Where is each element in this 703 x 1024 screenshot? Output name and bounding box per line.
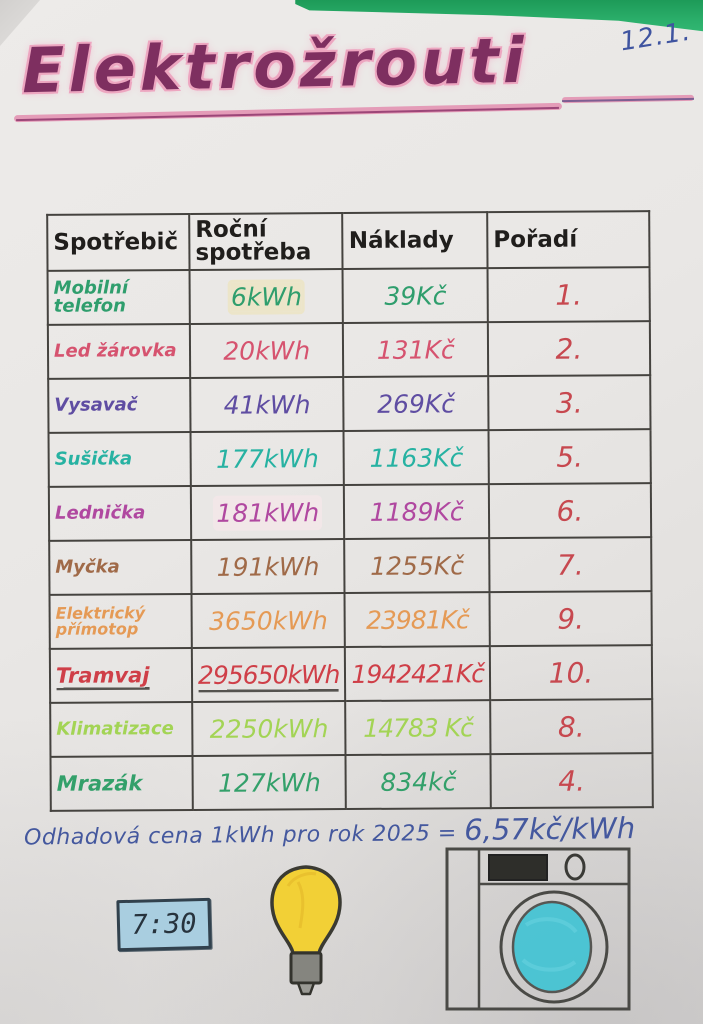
rank-value: 9. bbox=[489, 591, 652, 647]
annual-consumption: 6kWh bbox=[230, 281, 302, 312]
page-title: Elektrožrouti bbox=[21, 23, 529, 108]
annual-consumption: 20kWh bbox=[189, 323, 344, 378]
annual-consumption: 2250kWh bbox=[192, 701, 346, 756]
header-annual-consumption: Roční spotřeba bbox=[189, 213, 344, 270]
detergent-drawer bbox=[488, 854, 548, 881]
annual-consumption: 41kWh bbox=[190, 377, 344, 432]
appliance-name: Mobilní telefon bbox=[47, 269, 190, 325]
appliance-table: Spotřebič Roční spotřeba Náklady Pořadí … bbox=[46, 210, 654, 812]
washer-window bbox=[511, 900, 593, 994]
header-appliance: Spotřebič bbox=[47, 213, 190, 271]
rank-value: 10. bbox=[489, 645, 653, 701]
rank-value: 8. bbox=[490, 699, 653, 755]
table-row: Klimatizace 2250kWh 14783 Kč 8. bbox=[50, 699, 653, 757]
appliance-name: Vysavač bbox=[48, 377, 191, 433]
rank-value: 6. bbox=[488, 483, 652, 539]
rank-value: 3. bbox=[488, 375, 651, 431]
appliance-name: Led žárovka bbox=[47, 323, 191, 379]
table-header-row: Spotřebič Roční spotřeba Náklady Pořadí bbox=[47, 211, 650, 271]
annual-consumption: 3650kWh bbox=[191, 593, 346, 648]
cost-value: 1255Kč bbox=[344, 538, 490, 594]
appliance-name: Klimatizace bbox=[50, 701, 193, 757]
header-rank: Pořadí bbox=[487, 211, 650, 269]
table-row: Vysavač 41kWh 269Kč 3. bbox=[48, 375, 651, 433]
table-row: Led žárovka 20kWh 131Kč 2. bbox=[47, 321, 651, 379]
appliance-name: Myčka bbox=[49, 539, 192, 595]
annual-consumption: 191kWh bbox=[191, 539, 345, 594]
cost-value: 14783 Kč bbox=[345, 700, 491, 756]
rank-value: 7. bbox=[489, 537, 652, 593]
cost-value: 131Kč bbox=[343, 322, 489, 378]
clock-time: 7:30 bbox=[131, 908, 197, 941]
light-bulb-icon bbox=[258, 856, 354, 996]
date-note: 12.1. bbox=[617, 16, 693, 58]
cost-value: 1189Kč bbox=[344, 484, 490, 540]
washer-knob bbox=[564, 853, 586, 881]
table-row: Mrazák 127kWh 834kč 4. bbox=[50, 753, 653, 811]
annual-consumption: 181kWh bbox=[216, 497, 320, 528]
appliance-name: Sušička bbox=[48, 431, 191, 487]
title-underline-right bbox=[561, 94, 695, 104]
cost-value: 39Kč bbox=[343, 268, 488, 324]
header-costs: Náklady bbox=[342, 212, 488, 270]
rank-value: 4. bbox=[490, 753, 653, 809]
appliance-name: Lednička bbox=[48, 485, 192, 541]
cost-value: 269Kč bbox=[343, 376, 489, 432]
table-row: Myčka 191kWh 1255Kč 7. bbox=[49, 537, 652, 595]
table-row: Sušička 177kWh 1163Kč 5. bbox=[48, 429, 651, 487]
appliance-name: Elektrický přímotop bbox=[49, 593, 192, 649]
cost-value: 1942421Kč bbox=[345, 646, 491, 702]
digital-clock: 7:30 bbox=[116, 897, 212, 952]
table-row: Elektrický přímotop 3650kWh 23981Kč 9. bbox=[49, 591, 652, 649]
cost-value: 834kč bbox=[345, 754, 491, 810]
footer-note-text: Odhadová cena 1kWh pro rok 2025 = bbox=[23, 820, 457, 851]
annual-consumption: 127kWh bbox=[192, 755, 347, 810]
table-row: Tramvaj 295650kWh 1942421Kč 10. bbox=[49, 645, 653, 703]
rank-value: 2. bbox=[487, 321, 651, 377]
rank-value: 5. bbox=[488, 429, 651, 485]
rank-value: 1. bbox=[487, 267, 650, 323]
table-row: Mobilní telefon 6kWh 39Kč 1. bbox=[47, 267, 650, 325]
cost-value: 23981Kč bbox=[344, 592, 490, 648]
appliance-name: Mrazák bbox=[50, 755, 193, 811]
cost-value: 1163Kč bbox=[343, 430, 489, 486]
annual-consumption: 177kWh bbox=[190, 431, 345, 486]
washing-machine-icon bbox=[441, 840, 637, 1018]
appliance-name: Tramvaj bbox=[55, 662, 150, 688]
annual-consumption: 295650kWh bbox=[197, 659, 340, 690]
table-row: Lednička 181kWh 1189Kč 6. bbox=[48, 483, 652, 541]
